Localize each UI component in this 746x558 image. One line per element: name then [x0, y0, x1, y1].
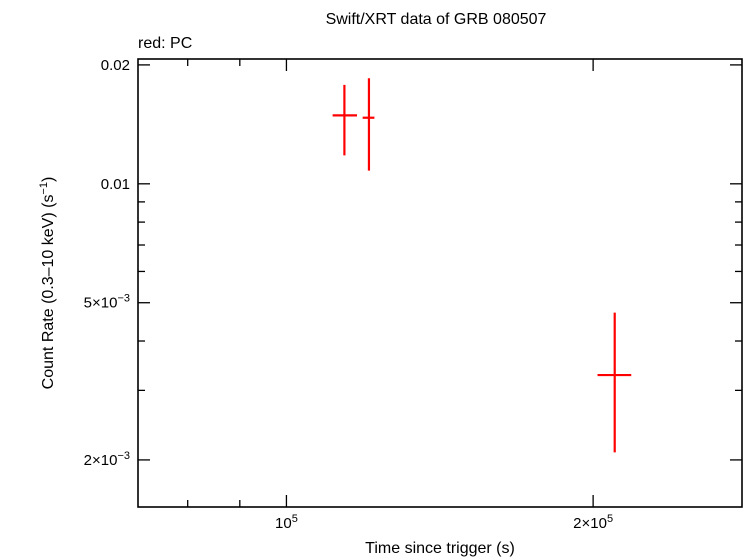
y-axis-label-close: ) — [40, 177, 57, 182]
ticks: 105 2×105 0.02 0.01 5×10−3 2×10−3 — [84, 57, 742, 532]
y-tick-label: 5×10−3 — [84, 293, 130, 312]
y-axis-label-exponent: −1 — [38, 182, 50, 195]
x-tick-label: 2×105 — [573, 513, 613, 532]
data-series — [332, 78, 632, 453]
chart-subtitle: red: PC — [138, 35, 192, 52]
x-tick-label: 105 — [275, 513, 298, 532]
data-point — [362, 78, 375, 171]
y-tick-label: 2×10−3 — [84, 450, 130, 469]
axes — [137, 58, 743, 508]
y-axis-label: Count Rate (0.3–10 keV) (s−1) — [38, 177, 57, 390]
x-axis-label: Time since trigger (s) — [365, 540, 515, 557]
data-point — [597, 312, 632, 453]
data-point — [332, 84, 358, 156]
y-tick-label: 0.01 — [101, 176, 130, 193]
plot-frame — [137, 58, 743, 508]
y-tick-label: 0.02 — [101, 57, 130, 74]
y-axis-label-main: Count Rate (0.3–10 keV) (s — [40, 195, 57, 390]
chart-title: Swift/XRT data of GRB 080507 — [326, 11, 547, 28]
